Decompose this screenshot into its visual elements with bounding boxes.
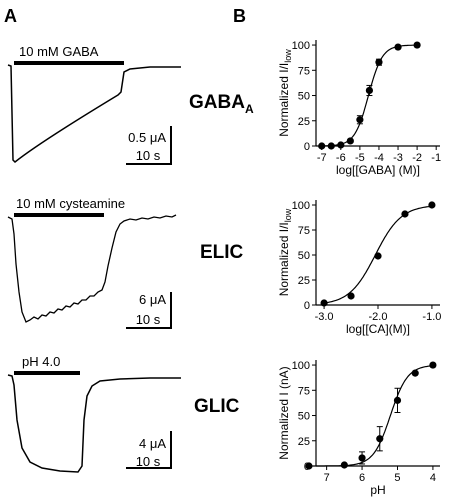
y-tick-label: 75 (298, 65, 310, 77)
x-tick-label: -6 (336, 152, 346, 164)
x-tick-label: 5 (394, 472, 400, 484)
data-point (318, 142, 326, 150)
y-tick-label: 100 (292, 360, 310, 372)
stimulus-label: pH 4.0 (22, 354, 60, 369)
y-axis-label-subscript: low (283, 49, 293, 63)
trace-panel-glic: pH 4.0 4 μA 10 s GLIC (7, 354, 240, 473)
scale-y-label: 6 μA (139, 292, 166, 307)
scale-x-label: 10 s (136, 454, 161, 469)
y-tick-label: 100 (292, 40, 310, 52)
data-point (356, 116, 364, 124)
y-tick-label: 25 (298, 116, 310, 128)
x-axis-label: pH (370, 483, 385, 497)
x-tick-label: -3 (393, 152, 403, 164)
data-point (374, 252, 382, 260)
y-tick-label: 100 (292, 200, 310, 212)
y-tick-label: 50 (298, 91, 310, 103)
y-axis-label: Normalized I/Ilow (277, 49, 293, 137)
data-point (429, 361, 437, 369)
current-trace (7, 214, 177, 323)
dose-response-chart-elic: 0 25 50 75 100 -3.0 -2.0 -1.0 log[[CA](M)] Normal… (277, 200, 441, 336)
y-tick-label: 50 (298, 411, 310, 423)
stimulus-label: 10 mM cysteamine (16, 196, 125, 211)
ph-response-chart-glic: 02550751007654pHNormalized I (nA) (277, 360, 440, 497)
data-point (358, 454, 366, 462)
y-tick-label: 75 (298, 385, 310, 397)
data-point (346, 137, 354, 145)
data-point (375, 58, 383, 66)
scale-bar (126, 126, 172, 165)
current-trace (7, 374, 181, 473)
data-point (337, 141, 345, 149)
x-tick-label: -2.0 (369, 311, 388, 323)
stimulus-label: 10 mM GABA (19, 44, 99, 59)
fit-curve (324, 205, 432, 304)
x-tick-label: 4 (430, 472, 436, 484)
data-point (428, 201, 436, 209)
data-point (393, 396, 402, 404)
channel-label: GABAA (189, 92, 254, 116)
channel-label: GLIC (194, 396, 240, 417)
x-tick-label: -7 (317, 152, 327, 164)
scale-bar (126, 431, 172, 469)
y-axis-label-subscript: low (283, 208, 293, 222)
y-axis-label: Normalized I/Ilow (277, 208, 293, 296)
x-tick-label: 7 (324, 472, 330, 484)
channel-label: ELIC (200, 242, 244, 263)
y-tick-label: 25 (298, 275, 310, 287)
x-tick-label: -2 (412, 152, 422, 164)
data-point (411, 369, 419, 377)
y-tick-label: 0 (304, 300, 310, 312)
x-axis-label: log[[GABA] (M)] (336, 163, 420, 177)
x-tick-label: -4 (374, 152, 384, 164)
y-axis-label: Normalized I (nA) (277, 366, 291, 459)
fit-curve (308, 365, 433, 467)
current-trace (7, 64, 181, 164)
data-point (376, 435, 384, 443)
scale-x-label: 10 s (136, 312, 161, 327)
y-tick-label: 0 (304, 141, 310, 153)
x-tick-label: -5 (355, 152, 365, 164)
panel-a-label: A (4, 6, 17, 26)
data-point (413, 41, 421, 49)
panel-b-label: B (233, 6, 246, 26)
data-point (401, 210, 409, 218)
trace-panel-elic: 10 mM cysteamine 6 μA 10 s ELIC (7, 196, 244, 329)
scale-y-label: 4 μA (139, 436, 166, 451)
x-axis-label: log[[CA](M)] (346, 322, 410, 336)
scale-bar (126, 292, 172, 329)
data-point (320, 299, 328, 307)
data-point (365, 86, 374, 95)
dose-response-chart-gaba: 0 25 50 75 100 -7 -6 -5 -4 -3 -2 -1 log[[GABA] (M)] N… (277, 40, 441, 177)
trace-panel-gaba: 10 mM GABA 0.5 μA 10 s GABAA (7, 44, 254, 165)
data-point (340, 461, 348, 469)
data-point (305, 462, 313, 470)
data-point (347, 292, 355, 300)
x-tick-label: -1.0 (422, 311, 441, 323)
y-tick-label: 75 (298, 225, 310, 237)
y-tick-label: 25 (298, 436, 310, 448)
y-tick-label: 50 (298, 250, 310, 262)
x-tick-label: -1 (431, 152, 441, 164)
x-tick-label: -3.0 (315, 311, 334, 323)
scale-x-label: 10 s (136, 148, 161, 163)
scale-y-label: 0.5 μA (128, 130, 166, 145)
x-tick-label: 6 (359, 472, 365, 484)
data-point (327, 142, 335, 150)
data-point (394, 43, 402, 51)
